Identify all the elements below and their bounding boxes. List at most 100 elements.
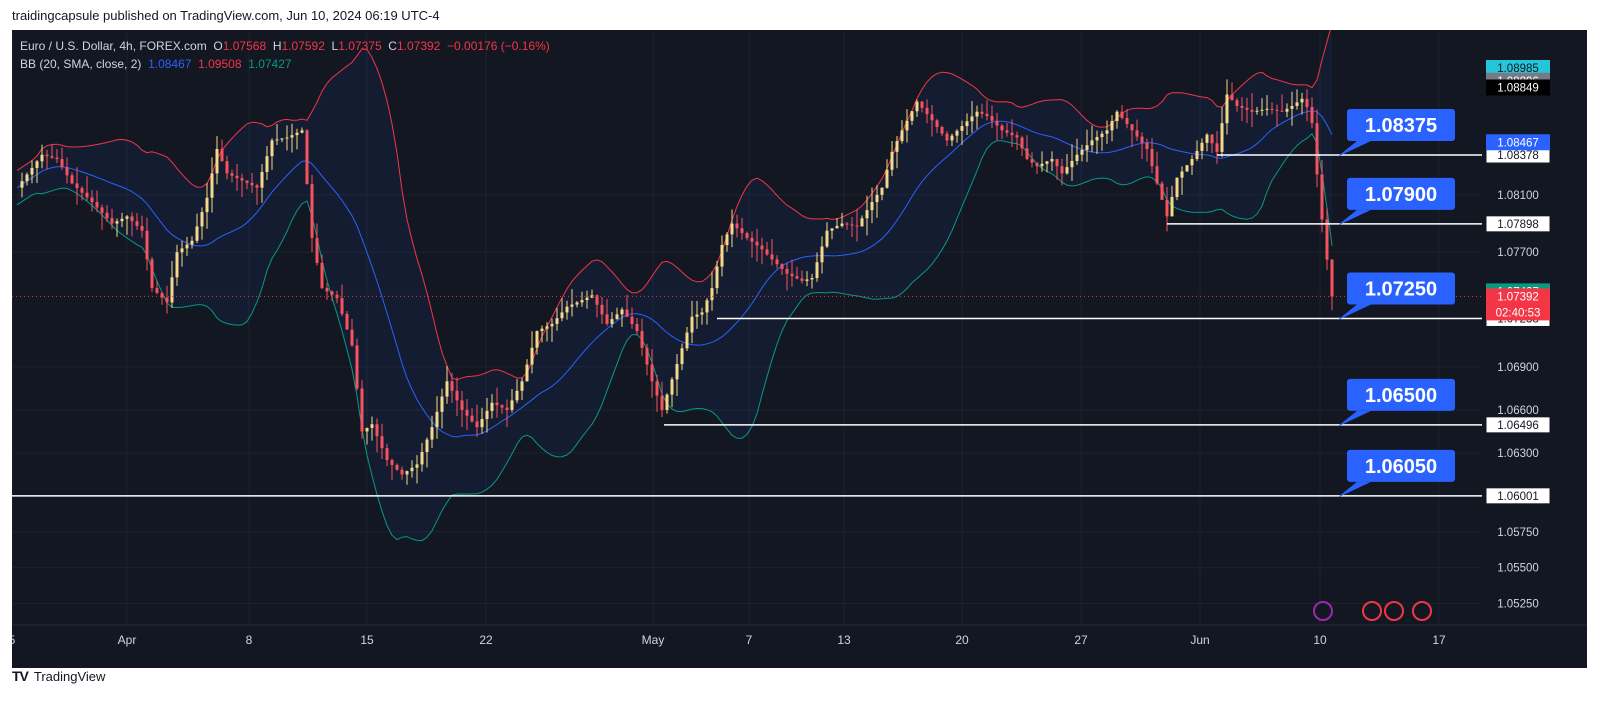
level-axis-label: 1.06001 [1497, 491, 1539, 503]
candle-body [705, 300, 709, 313]
candle-body [1030, 159, 1034, 163]
level-axis-label: 1.06496 [1497, 420, 1539, 432]
candle-body [1310, 107, 1314, 124]
candle-body [1010, 132, 1014, 136]
chart-background [12, 30, 1587, 668]
candle-body [165, 297, 169, 303]
level-callout-label: 1.07900 [1365, 184, 1437, 206]
bb-label: BB (20, SMA, close, 2) [20, 57, 142, 71]
candle-body [955, 130, 959, 136]
candle-body [655, 381, 659, 396]
symbol-label: Euro / U.S. Dollar, 4h, FOREX.com [20, 39, 207, 53]
candle-body [905, 120, 909, 131]
candle-body [235, 175, 239, 179]
x-tick-label: 10 [1313, 633, 1327, 647]
candle-body [420, 451, 424, 465]
candle-body [675, 364, 679, 380]
candle-body [190, 240, 194, 245]
candle-body [475, 421, 479, 428]
candle-body [685, 332, 689, 349]
bb-lower-value: 1.07427 [248, 57, 292, 71]
level-callout-pointer [1337, 209, 1371, 226]
candle-body [195, 226, 199, 241]
candle-body [35, 161, 39, 168]
price-tag-label: 1.08985 [1497, 63, 1539, 75]
y-tick-label: 1.06900 [1497, 362, 1539, 374]
candle-body [1195, 150, 1199, 160]
candle-body [395, 464, 399, 470]
candle-body [875, 194, 879, 203]
candle-body [615, 314, 619, 320]
candle-body [550, 323, 554, 327]
level-callout-box [1347, 449, 1455, 482]
candle-body [985, 113, 989, 117]
candle-body [670, 379, 674, 395]
candle-body [660, 395, 664, 410]
candles [20, 79, 1334, 485]
y-tick-label: 1.05250 [1497, 598, 1539, 610]
candle-body [75, 183, 79, 189]
candle-body [485, 410, 489, 420]
open-value: 1.07568 [222, 39, 267, 53]
candle-body [65, 167, 69, 176]
candle-body [635, 323, 639, 332]
x-tick-label: 13 [837, 633, 851, 647]
candle-body [305, 130, 309, 185]
candle-body [1075, 154, 1079, 161]
candle-body [690, 316, 694, 333]
candle-body [890, 151, 894, 170]
candle-body [1255, 110, 1259, 112]
candle-body [1145, 142, 1149, 149]
change-value: −0.00176 (−0.16%) [447, 39, 550, 53]
candle-body [500, 405, 504, 408]
low-label: L [331, 39, 339, 53]
candle-body [1055, 159, 1059, 167]
candle-body [975, 111, 979, 117]
candle-body [745, 233, 749, 238]
candle-body [1210, 134, 1214, 144]
candle-body [610, 319, 614, 324]
tradingview-brand[interactable]: TV TradingView [12, 668, 105, 684]
candle-body [265, 156, 269, 172]
candle-body [940, 127, 944, 134]
candle-body [1160, 183, 1164, 200]
candle-body [805, 279, 809, 281]
candle-body [410, 467, 414, 472]
candle-body [1085, 145, 1089, 150]
level-callout-box [1347, 177, 1455, 210]
candle-body [1000, 125, 1004, 131]
candle-body [1205, 134, 1209, 143]
candle-body [495, 402, 499, 406]
level-callout-box [1347, 378, 1455, 411]
candle-body [275, 139, 279, 141]
candle-body [815, 262, 819, 279]
candle-body [560, 312, 564, 319]
candle-body [1005, 130, 1009, 133]
candle-body [1150, 149, 1154, 167]
candle-body [855, 225, 859, 227]
candle-body [85, 192, 89, 198]
x-tick-label: Jun [1190, 633, 1209, 647]
candle-body [595, 295, 599, 305]
candle-body [1250, 109, 1254, 112]
candle-body [730, 223, 734, 235]
close-label: C [388, 39, 397, 53]
candle-body [895, 141, 899, 152]
price-chart[interactable]: 1.083751.083781.079001.078981.072501.072… [12, 30, 1587, 668]
candle-body [240, 178, 244, 181]
x-tick-label: 22 [479, 633, 493, 647]
candle-body [945, 133, 949, 141]
candle-body [465, 409, 469, 416]
candle-body [1110, 121, 1114, 131]
candle-body [555, 318, 559, 324]
level-callout-pointer [1337, 481, 1371, 498]
candle-body [1300, 98, 1304, 103]
candle-body [320, 262, 324, 289]
candle-body [575, 302, 579, 305]
chart-frame[interactable]: 1.083751.083781.079001.078981.072501.072… [12, 30, 1587, 668]
candle-body [225, 161, 229, 174]
candle-body [180, 248, 184, 253]
candle-body [445, 381, 449, 397]
candle-body [255, 185, 259, 188]
candle-body [990, 116, 994, 121]
